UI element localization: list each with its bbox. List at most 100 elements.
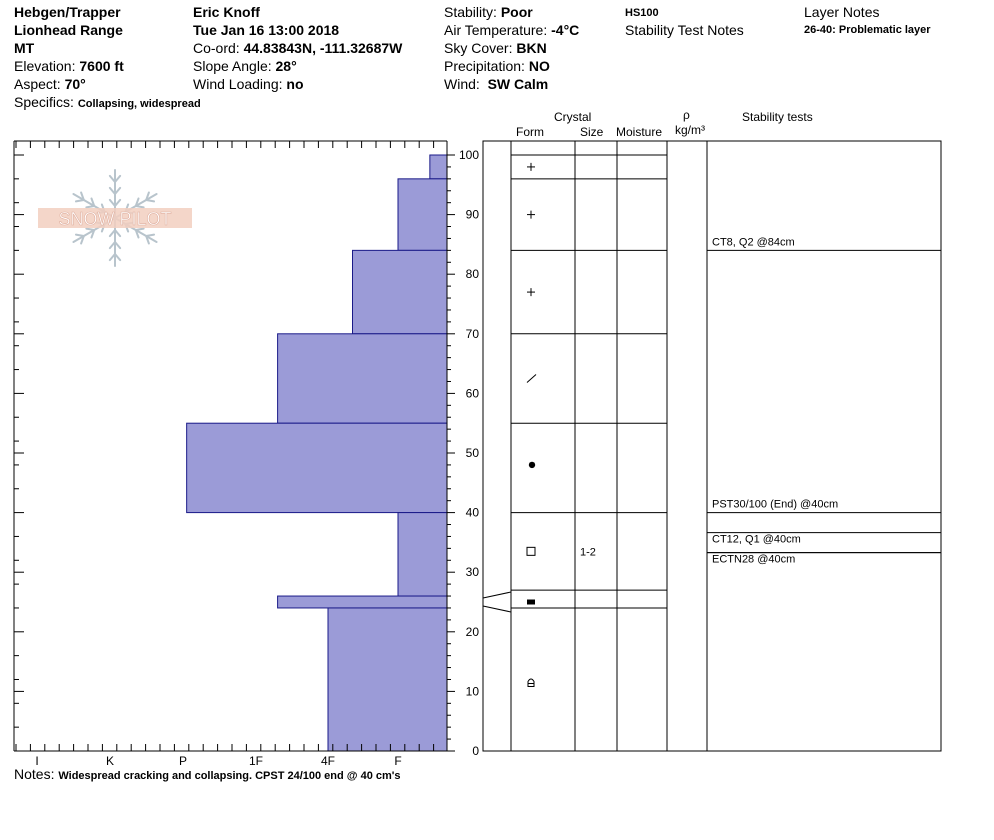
logo-text: SNOW PILOT <box>58 209 171 229</box>
flake-branch <box>80 235 85 245</box>
height-tick-label: 20 <box>466 625 480 639</box>
stability-test-label: PST30/100 (End) @40cm <box>712 499 838 511</box>
slash <box>526 374 537 383</box>
sky-cover: Sky Cover: BKN <box>444 40 547 56</box>
flake-branch <box>108 198 116 207</box>
height-tick-label: 60 <box>466 386 480 400</box>
location: Hebgen/Trapper <box>14 4 121 20</box>
hardness-tick-label: P <box>179 754 187 768</box>
hoar <box>527 678 535 687</box>
flake-branch <box>134 197 140 207</box>
flake-branch <box>145 199 156 203</box>
stability-test-notes-title: Stability Test Notes <box>625 22 744 38</box>
flake-branch <box>114 198 122 207</box>
wind: Wind: SW Calm <box>444 76 549 92</box>
dot <box>528 461 536 469</box>
form-header: Form <box>516 125 544 139</box>
hardness-bar <box>186 422 448 514</box>
moisture-header: Moisture <box>616 125 663 139</box>
height-tick-label: 100 <box>459 148 479 162</box>
elevation: Elevation: 7600 ft <box>14 58 124 74</box>
hardness-bar <box>277 595 448 609</box>
datetime: Tue Jan 16 13:00 2018 <box>193 22 340 38</box>
stability-test-label: ECTN28 @40cm <box>712 554 795 566</box>
height-tick-label: 0 <box>472 744 479 758</box>
bar <box>527 599 535 605</box>
flake-branch <box>108 174 116 183</box>
flake-branch <box>145 233 156 237</box>
flake-branch <box>108 186 116 195</box>
hardness-tick-label: 1F <box>249 754 263 768</box>
flake-branch <box>90 229 96 239</box>
decomposing-fragmented-icon <box>526 374 537 383</box>
height-tick-label: 40 <box>466 506 480 520</box>
height-tick-label: 70 <box>466 327 480 341</box>
hardness-bar <box>327 607 448 752</box>
height-tick-label: 10 <box>466 684 480 698</box>
state: MT <box>14 40 35 56</box>
height-tick-label: 50 <box>466 446 480 460</box>
stability-tests-header: Stability tests <box>742 110 813 124</box>
mountain-range: Lionhead Range <box>14 22 123 38</box>
hardness-tick-label: K <box>106 754 114 768</box>
height-tick-label: 80 <box>466 267 480 281</box>
flake-branch <box>134 229 140 239</box>
flake-branch <box>85 205 96 209</box>
flake-branch <box>134 227 145 231</box>
wind-loading: Wind Loading: no <box>193 76 304 92</box>
layer-note: 26-40: Problematic layer <box>804 24 931 36</box>
flake-branch <box>90 197 96 207</box>
hardness-bar <box>429 154 448 180</box>
hardness-plot: I K P 1F 4F F <box>13 140 448 768</box>
layer-notes-title: Layer Notes <box>804 4 880 20</box>
precipitation-particles-icon <box>527 288 535 297</box>
flake-branch <box>114 229 122 238</box>
rounded-grains-icon <box>528 461 536 469</box>
specifics: Specifics: Collapsing, widespread <box>14 94 201 110</box>
layer-connector <box>482 605 512 613</box>
faceted-crystals-icon <box>526 546 536 556</box>
density-symbol: ρ <box>683 108 690 122</box>
stability-test-label: CT12, Q1 @40cm <box>712 534 801 546</box>
hardness-bar <box>397 512 448 597</box>
coordinates: Co-ord: 44.83843N, -111.32687W <box>193 40 403 56</box>
density-unit: kg/m³ <box>675 123 705 137</box>
hardness-tick-label: I <box>35 754 38 768</box>
ice-crust-icon <box>527 599 535 605</box>
hardness-tick-label: F <box>394 754 401 768</box>
observer: Eric Knoff <box>193 4 260 20</box>
flake-branch <box>114 253 122 262</box>
flake-branch <box>108 241 116 250</box>
precipitation-particles-icon <box>527 210 535 219</box>
aspect: Aspect: 70° <box>14 76 86 92</box>
flake-branch <box>74 199 85 203</box>
stability-test-label: CT8, Q2 @84cm <box>712 236 795 248</box>
depth-hoar-icon <box>527 678 535 687</box>
flake-branch <box>108 229 116 238</box>
flake-branch <box>114 241 122 250</box>
height-tick-label: 30 <box>466 565 480 579</box>
precipitation: Precipitation: NO <box>444 58 550 74</box>
flake-branch <box>74 233 85 237</box>
flake-branch <box>134 205 145 209</box>
flake-branch <box>114 186 122 195</box>
flake-branch <box>145 191 150 201</box>
snowpilot-logo: SNOW PILOT <box>38 169 192 267</box>
height-tick-label: 90 <box>466 208 480 222</box>
air-temperature: Air Temperature: -4°C <box>444 22 580 38</box>
logo-banner <box>38 208 192 228</box>
snow-height: HS100 <box>625 7 659 19</box>
stability: Stability: Poor <box>444 4 533 20</box>
flake-branch <box>145 235 150 245</box>
precipitation-particles-icon <box>527 162 535 171</box>
hardness-bar <box>397 178 448 251</box>
crystal-header: Crystal <box>554 110 592 124</box>
crystal-size: 1-2 <box>580 546 596 558</box>
flake-branch <box>80 191 85 201</box>
flake-branch <box>114 174 122 183</box>
layer-connector <box>482 591 512 599</box>
profile-table: 0 10 20 30 40 50 60 70 80 90 100 1-2 CT8, Q2 @84cm PS… <box>446 140 942 758</box>
flake-branch <box>85 227 96 231</box>
hardness-tick-label: 4F <box>321 754 335 768</box>
